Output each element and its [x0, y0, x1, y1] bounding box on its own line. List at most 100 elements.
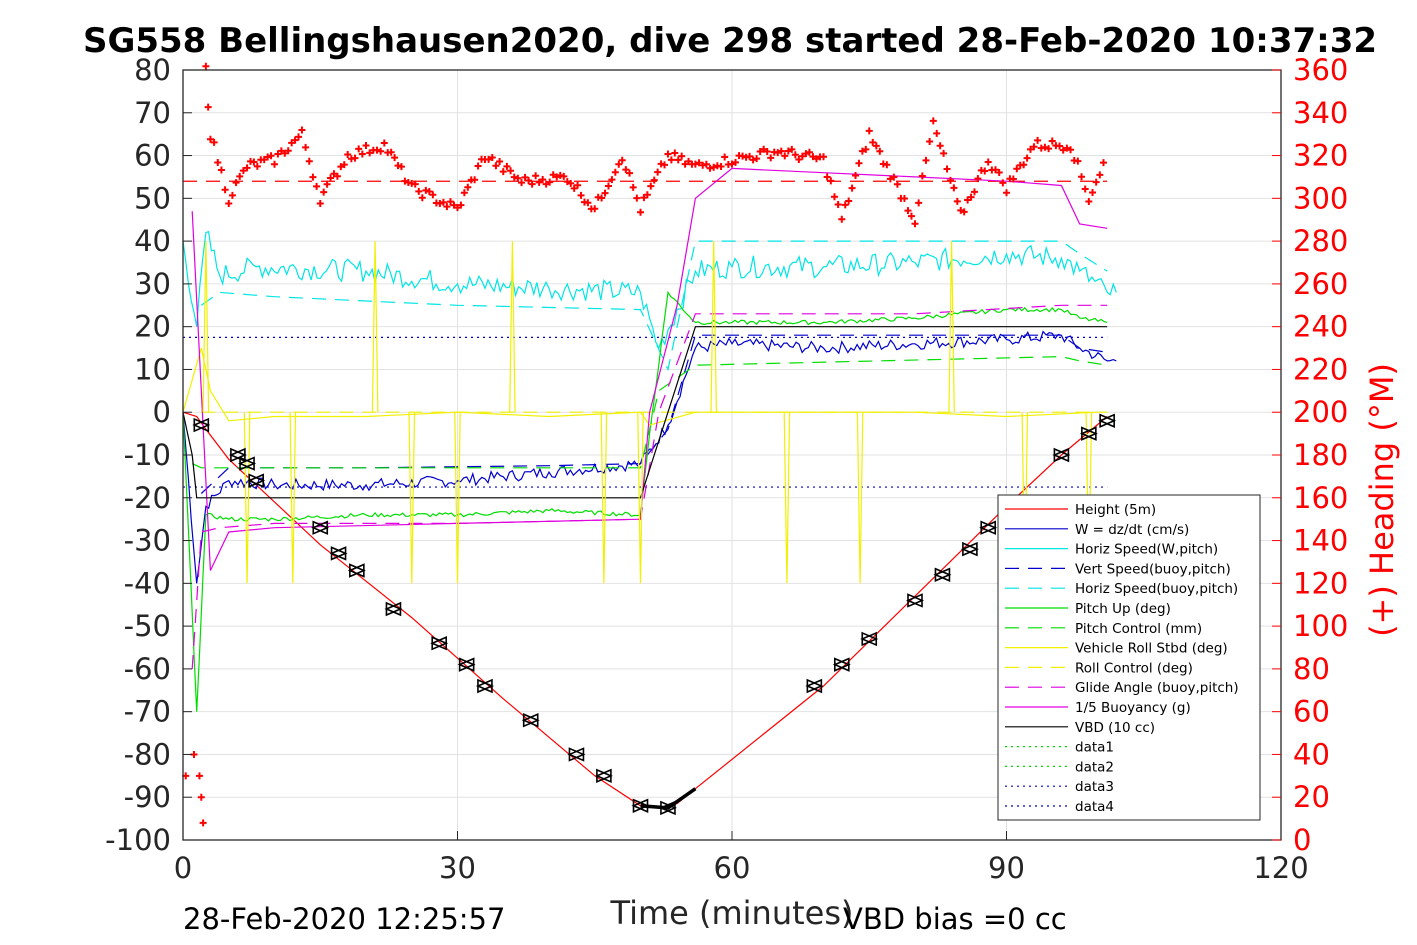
- heading-point: [1059, 146, 1067, 154]
- heading-point: [436, 200, 444, 208]
- heading-point: [264, 153, 272, 161]
- left-tick-label: -40: [124, 566, 171, 600]
- heading-point: [214, 159, 222, 167]
- heading-point: [373, 146, 381, 154]
- heading-point: [415, 187, 423, 195]
- heading-point: [805, 148, 813, 156]
- right-tick-label: 60: [1293, 695, 1330, 729]
- roll-spike: [454, 412, 461, 584]
- heading-point: [239, 167, 247, 175]
- heading-point: [199, 819, 207, 827]
- x-axis-label: Time (minutes): [610, 894, 854, 932]
- roll-spike: [289, 412, 297, 584]
- heading-point: [626, 169, 634, 177]
- heading-point: [391, 154, 399, 162]
- heading-point: [721, 153, 729, 161]
- legend-label: Pitch Up (deg): [1075, 601, 1171, 617]
- heading-point: [204, 103, 212, 111]
- heading-point: [302, 143, 310, 151]
- heading-point: [401, 177, 409, 185]
- heading-point: [316, 200, 324, 208]
- depth-marker: [228, 447, 246, 463]
- heading-point: [496, 157, 504, 165]
- heading-point: [893, 180, 901, 188]
- legend-label: data1: [1075, 740, 1114, 756]
- series-horiz-speed-buoy-pitch: [200, 240, 1108, 372]
- heading-point: [674, 156, 682, 164]
- series-lines: [182, 167, 1117, 809]
- roll-spike: [948, 241, 955, 413]
- left-tick-label: -90: [124, 780, 171, 814]
- depth-marker: [347, 563, 365, 578]
- legend-label: Vehicle Roll Stbd (deg): [1075, 641, 1228, 657]
- heading-point: [380, 139, 388, 147]
- heading-point: [197, 793, 205, 801]
- series-height-5m: [182, 411, 1108, 809]
- heading-point: [929, 117, 937, 125]
- heading-point: [591, 205, 599, 213]
- right-tick-label: 340: [1293, 96, 1348, 130]
- heading-point: [1009, 175, 1017, 183]
- heading-point: [717, 163, 725, 171]
- heading-point: [195, 772, 203, 780]
- legend-label: Pitch Control (mm): [1075, 621, 1202, 637]
- heading-point: [883, 161, 891, 169]
- roll-spike: [600, 412, 608, 584]
- heading-point: [1030, 143, 1038, 151]
- heading-point: [862, 145, 870, 153]
- heading-point: [422, 186, 430, 194]
- depth-marker: [1098, 413, 1115, 428]
- heading-point: [1074, 157, 1082, 165]
- x-tick-label: 30: [439, 851, 476, 885]
- series-1-5-buoyancy-g: [191, 167, 1108, 571]
- heading-point: [217, 166, 225, 174]
- heading-point: [532, 172, 540, 180]
- x-axis-ticks: 0 30 60 90 120: [174, 831, 1309, 885]
- heading-point: [210, 138, 218, 146]
- left-tick-label: -60: [124, 652, 171, 686]
- heading-point: [464, 183, 472, 191]
- heading-point: [784, 147, 792, 155]
- right-tick-label: 20: [1293, 780, 1330, 814]
- heading-point: [823, 173, 831, 181]
- heading-point: [788, 145, 796, 153]
- heading-point: [946, 176, 954, 184]
- x-tick-label: 90: [988, 851, 1025, 885]
- heading-point: [309, 173, 317, 181]
- legend-label: data4: [1075, 799, 1114, 815]
- heading-point: [1081, 185, 1089, 193]
- heading-point: [728, 160, 736, 168]
- chart-title: SG558 Bellingshausen2020, dive 298 start…: [83, 21, 1377, 61]
- left-tick-label: -50: [124, 609, 171, 643]
- legend-label: 1/5 Buoyancy (g): [1075, 700, 1191, 716]
- right-tick-label: 160: [1293, 481, 1348, 515]
- heading-point: [362, 141, 370, 149]
- heading-point: [781, 152, 789, 160]
- heading-point: [970, 188, 978, 196]
- heading-point: [425, 187, 433, 195]
- heading-point: [485, 155, 493, 163]
- heading-point: [313, 182, 321, 190]
- heading-point: [647, 182, 655, 190]
- heading-point: [827, 177, 835, 185]
- heading-point: [753, 155, 761, 163]
- heading-point: [471, 176, 479, 184]
- heading-point: [521, 173, 529, 181]
- depth-marker: [311, 520, 329, 535]
- heading-point: [657, 160, 665, 168]
- heading-point: [702, 160, 710, 168]
- heading-point: [845, 197, 853, 205]
- left-tick-label: -20: [124, 481, 171, 515]
- heading-point: [732, 158, 740, 166]
- heading-point: [678, 152, 686, 160]
- series-pitch-control-mm: [191, 355, 1108, 469]
- heading-point: [999, 179, 1007, 187]
- heading-point: [615, 160, 623, 168]
- heading-point: [710, 163, 718, 171]
- heading-point: [865, 127, 873, 135]
- heading-point: [377, 147, 385, 155]
- heading-point: [900, 194, 908, 202]
- depth-marker: [521, 713, 539, 728]
- depth-marker: [430, 636, 447, 651]
- heading-points: [182, 62, 1107, 827]
